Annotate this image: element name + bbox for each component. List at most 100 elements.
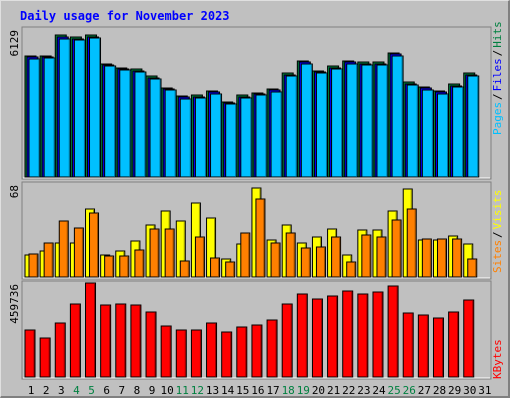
kbytes-bar xyxy=(160,325,172,378)
kbytes-bar xyxy=(69,303,81,378)
pages-bar xyxy=(149,78,162,178)
sites-bar xyxy=(406,208,417,278)
sites-bar xyxy=(285,232,296,278)
kbytes-bar xyxy=(206,322,218,378)
sites-bar xyxy=(119,255,130,278)
x-tick-label: 29 xyxy=(448,384,461,397)
pages-bar xyxy=(73,39,86,178)
sites-bar xyxy=(331,236,342,278)
sites-bar xyxy=(225,261,236,278)
legend-sites: Sites xyxy=(491,240,504,273)
pages-bar xyxy=(406,84,419,178)
kbytes-bar xyxy=(281,303,293,378)
sites-bar xyxy=(300,247,311,278)
kbytes-bar xyxy=(100,304,112,378)
sites-bar xyxy=(452,238,463,278)
x-tick-label: 22 xyxy=(342,384,355,397)
kbytes-bar xyxy=(402,312,414,378)
x-tick-label: 2 xyxy=(43,384,50,397)
pages-bar xyxy=(134,71,147,178)
sites-bar xyxy=(436,238,447,278)
pages-bar xyxy=(452,86,465,178)
kbytes-bar xyxy=(221,331,233,378)
pages-bar xyxy=(164,89,177,178)
sites-bar xyxy=(164,228,175,278)
kbytes-bar xyxy=(190,329,202,378)
x-tick-label: 3 xyxy=(58,384,65,397)
x-tick-label: 12 xyxy=(191,384,204,397)
x-tick-label: 31 xyxy=(478,384,491,397)
panel-outline xyxy=(21,280,492,380)
pages-bar xyxy=(194,97,207,178)
x-tick-label: 24 xyxy=(372,384,386,397)
kbytes-bar xyxy=(236,326,248,378)
sites-bar xyxy=(361,234,372,278)
sites-bar xyxy=(376,236,387,278)
pages-bar xyxy=(225,103,238,178)
pages-bar xyxy=(300,63,313,178)
pages-bar xyxy=(89,37,102,178)
pages-bar xyxy=(315,72,328,178)
pages-bar xyxy=(331,68,344,178)
legend-separator: / xyxy=(491,93,504,100)
x-tick-label: 26 xyxy=(403,384,416,397)
kbytes-bar xyxy=(54,322,66,378)
y-max-label: 6129 xyxy=(8,30,21,57)
sites-bar xyxy=(104,255,115,278)
x-tick-label: 5 xyxy=(88,384,95,397)
kbytes-bar xyxy=(372,291,384,378)
pages-bar xyxy=(376,64,389,178)
pages-bar xyxy=(119,69,132,178)
kbytes-bar xyxy=(342,290,354,378)
x-tick-label: 6 xyxy=(103,384,110,397)
x-tick-label: 27 xyxy=(418,384,431,397)
pages-bar xyxy=(285,75,298,178)
kbytes-bar xyxy=(417,314,429,378)
legend-separator: / xyxy=(491,50,504,57)
x-tick-label: 17 xyxy=(266,384,279,397)
legend-kbytes: KBytes xyxy=(491,339,504,379)
pages-bar xyxy=(255,94,268,178)
kbytes-bar xyxy=(357,293,369,378)
x-tick-label: 8 xyxy=(134,384,141,397)
legend-pages: Pages xyxy=(491,102,504,135)
x-tick-label: 30 xyxy=(463,384,476,397)
kbytes-bar xyxy=(463,299,475,378)
sites-bar xyxy=(421,238,432,278)
sites-bar xyxy=(28,253,39,278)
kbytes-bar xyxy=(175,329,187,378)
sites-bar xyxy=(179,260,190,278)
pages-bar xyxy=(467,75,480,178)
y-max-label: 68 xyxy=(8,185,21,198)
sites-bar xyxy=(391,219,402,278)
kbytes-bar xyxy=(39,337,51,378)
pages-bar xyxy=(28,58,41,178)
pages-bar xyxy=(270,91,283,178)
x-tick-label: 18 xyxy=(282,384,295,397)
sites-bar xyxy=(315,246,326,278)
x-tick-label: 20 xyxy=(312,384,325,397)
sites-bar xyxy=(134,249,145,278)
kbytes-bar xyxy=(327,295,339,378)
pages-bar xyxy=(43,57,56,178)
kbytes-bar xyxy=(448,311,460,378)
pages-bar xyxy=(179,98,192,178)
kbytes-bar xyxy=(130,304,142,378)
pages-bar xyxy=(346,63,359,178)
sites-bar xyxy=(73,227,84,278)
x-tick-label: 14 xyxy=(221,384,235,397)
pages-bar xyxy=(104,65,117,178)
sites-bar xyxy=(149,228,160,278)
legend-hits: Hits xyxy=(491,21,504,48)
sites-bar xyxy=(58,220,69,278)
x-tick-label: 16 xyxy=(251,384,264,397)
kbytes-bar xyxy=(145,311,157,378)
legend-separator: / xyxy=(491,231,504,238)
sites-bar xyxy=(346,261,357,278)
x-tick-label: 21 xyxy=(327,384,340,397)
kbytes-bar xyxy=(251,324,263,378)
sites-bar xyxy=(270,242,281,278)
kbytes-bar xyxy=(311,298,323,378)
